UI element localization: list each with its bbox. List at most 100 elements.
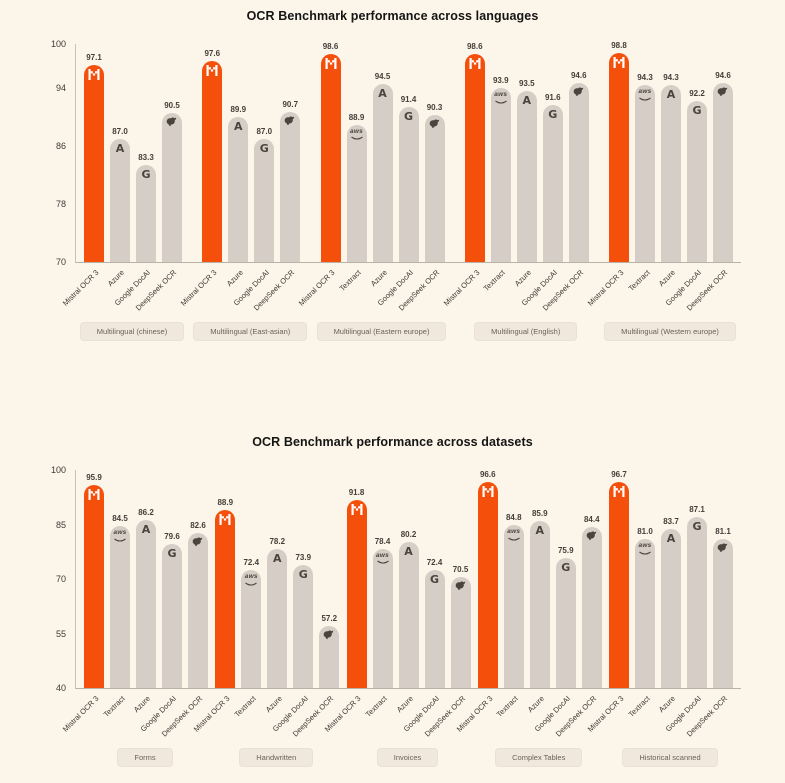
bar-google-docai: 87.1 G xyxy=(687,505,707,688)
bar-value-label: 84.5 xyxy=(112,514,128,524)
group-label-pill: Multilingual (chinese) xyxy=(79,322,185,341)
bar-value-label: 93.9 xyxy=(492,76,509,86)
bar-value-label: 84.4 xyxy=(583,514,600,524)
x-axis-label: Mistral OCR 3 xyxy=(585,268,626,308)
x-axis-label: Azure xyxy=(132,694,153,715)
y-axis-tick: 70 xyxy=(55,257,66,267)
plot-row: 100 85 70 55 40 95.9 Mistral OCR 3 84.5 aws Text… xyxy=(43,465,785,738)
y-axis: 100 94 86 78 70 xyxy=(43,39,75,267)
bar-value-label: 91.4 xyxy=(400,94,417,104)
bar-column: 84.5 aws Textract xyxy=(101,514,130,719)
bar-column: 73.9 G Google DocAI xyxy=(270,553,314,733)
bar-textract: 84.5 aws xyxy=(110,514,130,688)
aws-icon: aws xyxy=(114,530,127,543)
group-label-pill: Multilingual (Western europe) xyxy=(604,322,736,341)
bar-column: 90.7 DeepSeek OCR xyxy=(252,100,301,312)
bar-azure: 93.5 A xyxy=(516,79,537,262)
aws-icon: aws xyxy=(639,89,652,102)
bar-column: 81.1 DeepSeek OCR xyxy=(685,527,733,738)
bar-value-label: 82.6 xyxy=(190,521,206,531)
deepseek-icon xyxy=(572,87,585,97)
azure-icon: A xyxy=(233,120,243,134)
deepseek-icon xyxy=(323,630,336,640)
x-axis-label: Mistral OCR 3 xyxy=(60,694,101,734)
google-icon: G xyxy=(692,519,702,533)
mistral-icon xyxy=(88,69,100,81)
bar-value-label: 98.6 xyxy=(322,42,339,52)
pill-slot: Multilingual (Western europe) xyxy=(604,322,736,341)
bar-column: 97.6 Mistral OCR 3 xyxy=(179,49,223,308)
y-axis-tick: 70 xyxy=(55,574,66,584)
bar-deepseek-ocr: 90.5 xyxy=(162,101,182,262)
plot-groups: 95.9 Mistral OCR 3 84.5 aws Textract 86.2 A Azu… xyxy=(61,470,741,738)
bar-column: 98.6 Mistral OCR 3 xyxy=(297,42,341,308)
bar-textract: 72.4 aws xyxy=(241,558,262,688)
mistral-icon xyxy=(469,58,481,70)
bar-value-label: 85.9 xyxy=(531,509,548,519)
y-axis-tick: 78 xyxy=(55,198,66,209)
bar-google-docai: 79.6 G xyxy=(162,532,182,688)
bar-column: 87.0 G Google DocAI xyxy=(231,127,275,307)
bar-column: 94.5 A Azure xyxy=(369,72,393,288)
bar-deepseek-ocr: 94.6 xyxy=(568,71,589,262)
bar-value-label: 91.6 xyxy=(544,93,561,102)
aws-icon: aws xyxy=(376,552,389,566)
google-icon: G xyxy=(561,560,571,574)
x-axis-label: Textract xyxy=(495,694,521,719)
y-axis-tick: 94 xyxy=(55,82,66,93)
pill-slot: Multilingual (English) xyxy=(464,322,588,341)
bar-column: 98.8 Mistral OCR 3 xyxy=(586,41,629,308)
azure-icon: A xyxy=(522,94,532,108)
google-icon: G xyxy=(298,567,308,581)
google-icon: G xyxy=(429,573,440,587)
bar-mistral-ocr-3: 88.9 xyxy=(215,498,236,688)
bar-group: 97.6 Mistral OCR 3 89.9 A Azure 87.0 G Google D… xyxy=(179,49,301,312)
x-axis-label: Azure xyxy=(657,694,678,715)
bar-column: 93.5 A Azure xyxy=(513,79,537,288)
x-axis-label: Azure xyxy=(657,268,678,289)
azure-icon: A xyxy=(666,532,676,546)
group-label-pill: Forms xyxy=(117,748,173,767)
bar-mistral-ocr-3: 96.7 xyxy=(609,470,629,688)
azure-icon: A xyxy=(141,523,151,537)
bar-group: 96.7 Mistral OCR 3 81.0 aws Textract 83.7 A Azu… xyxy=(586,470,733,738)
x-axis-label: Azure xyxy=(106,268,127,289)
bar-google-docai: 73.9 G xyxy=(293,553,314,688)
bar-column: 81.0 aws Textract xyxy=(626,527,655,719)
bar-value-label: 70.5 xyxy=(452,565,469,575)
bar-google-docai: 92.2 G xyxy=(687,89,707,262)
deepseek-icon xyxy=(284,116,297,126)
bar-value-label: 78.4 xyxy=(374,536,391,546)
bar-column: 97.1 Mistral OCR 3 xyxy=(61,53,104,308)
datasets-benchmark-chart: OCR Benchmark performance across dataset… xyxy=(0,435,785,767)
bar-column: 70.5 DeepSeek OCR xyxy=(422,565,471,738)
group-label-pill: Multilingual (East-asian) xyxy=(193,322,308,341)
bar-column: 89.9 A Azure xyxy=(224,105,249,288)
x-axis-label: Azure xyxy=(525,694,547,715)
bar-mistral-ocr-3: 97.6 xyxy=(202,49,223,262)
bar-column: 96.7 Mistral OCR 3 xyxy=(586,470,629,734)
mistral-icon xyxy=(325,58,336,70)
bar-value-label: 96.7 xyxy=(611,470,627,479)
x-axis-label: Azure xyxy=(394,694,415,715)
bar-google-docai: 91.6 G xyxy=(542,93,563,262)
pill-slot: Forms xyxy=(83,748,207,767)
bar-google-docai: 72.4 G xyxy=(424,558,445,688)
pill-slot: Multilingual (chinese) xyxy=(79,322,185,341)
bar-value-label: 87.0 xyxy=(112,126,128,136)
azure-icon: A xyxy=(535,524,545,538)
bar-column: 95.9 Mistral OCR 3 xyxy=(61,473,104,734)
azure-icon: A xyxy=(115,141,125,155)
bar-value-label: 92.2 xyxy=(689,88,705,98)
bar-azure: 86.2 A xyxy=(136,508,156,688)
bar-value-label: 90.3 xyxy=(426,102,443,112)
bar-azure: 94.5 A xyxy=(372,72,393,262)
bar-column: 86.2 A Azure xyxy=(132,508,156,714)
bar-column: 92.2 G Google DocAI xyxy=(664,89,707,307)
bar-column: 91.4 G Google DocAI xyxy=(375,95,419,307)
pill-slot: Handwritten xyxy=(214,748,338,767)
bar-column: 87.0 A Azure xyxy=(106,127,130,288)
bar-value-label: 98.6 xyxy=(466,42,483,52)
x-axis-label: Mistral OCR 3 xyxy=(297,268,337,308)
google-icon: G xyxy=(141,168,151,182)
